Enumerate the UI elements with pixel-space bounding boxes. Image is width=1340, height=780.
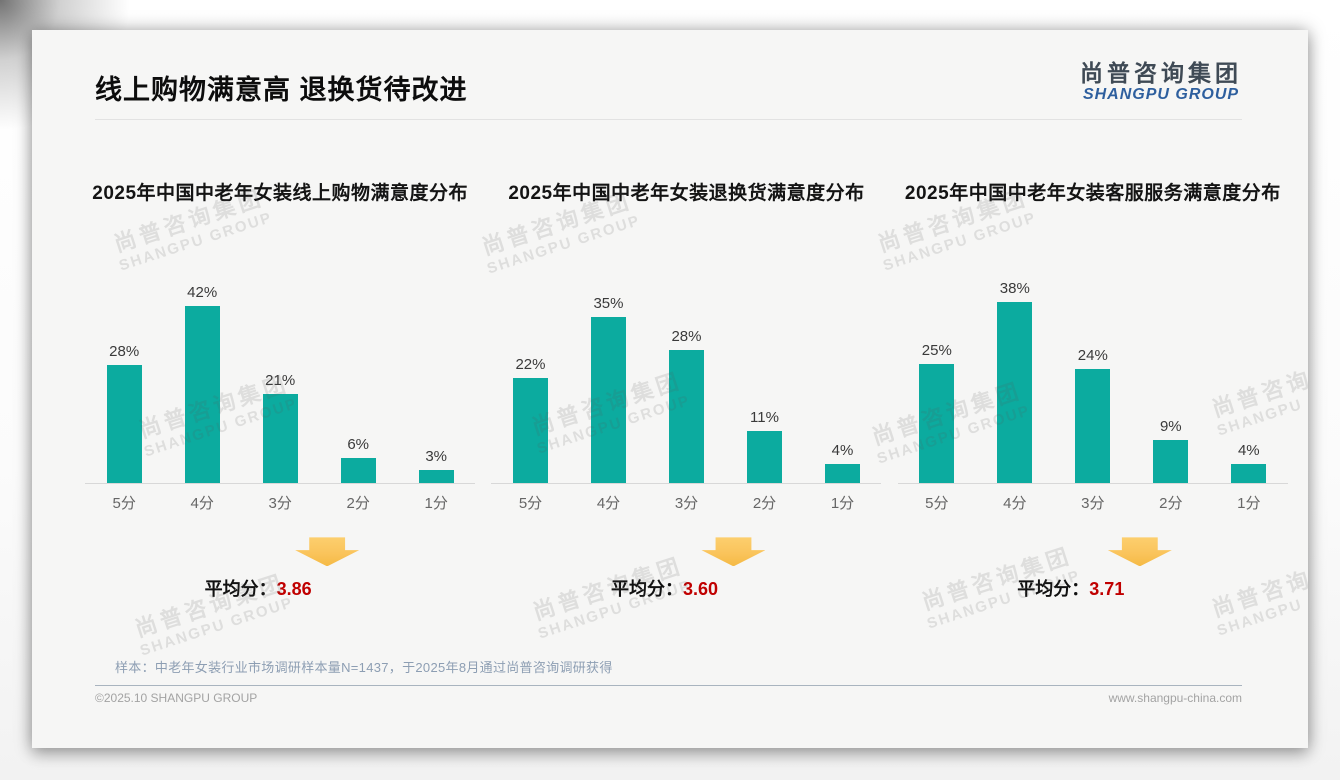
bar-group: 4% xyxy=(803,442,881,484)
bar xyxy=(1231,464,1267,484)
bar-value-label: 11% xyxy=(750,409,779,427)
bar-group: 9% xyxy=(1132,418,1210,484)
bar-value-label: 35% xyxy=(593,295,624,313)
chart-title: 2025年中国中老年女装线上购物满意度分布 xyxy=(92,182,469,204)
bar-group: 24% xyxy=(1054,347,1132,484)
bar-group: 35% xyxy=(569,295,647,484)
bar-value-label: 24% xyxy=(1077,347,1108,365)
category-label: 1分 xyxy=(830,495,855,513)
bar xyxy=(1153,440,1189,484)
bar xyxy=(184,306,220,484)
down-arrow-icon xyxy=(1107,537,1172,567)
bar-value-label: 25% xyxy=(921,342,952,360)
bar xyxy=(746,431,782,484)
category-label: 5分 xyxy=(925,495,949,513)
category-label: 3分 xyxy=(268,495,292,513)
bar xyxy=(919,364,955,484)
bar-group: 28% xyxy=(85,343,163,484)
bar-group: 38% xyxy=(976,280,1054,484)
average-label: 平均分： xyxy=(610,579,683,600)
bar xyxy=(668,350,704,484)
bar-group: 28% xyxy=(647,328,725,484)
category-label: 2分 xyxy=(752,495,777,513)
bar-group: 42% xyxy=(163,284,241,484)
bar-group: 21% xyxy=(241,372,319,484)
average-value: 3.60 xyxy=(682,579,719,600)
bar xyxy=(418,470,454,484)
bar xyxy=(106,365,142,484)
average-score: 平均分：3.71 xyxy=(1017,575,1124,601)
bar-chart: 25% 38% 24% 9% 4% xyxy=(897,270,1288,485)
category-label: 2分 xyxy=(346,495,370,513)
bar xyxy=(997,302,1033,484)
slide-header: 线上购物满意高 退换货待改进 尚普咨询集团 SHANGPU GROUP xyxy=(95,60,1242,120)
bar xyxy=(1075,369,1111,484)
chart-customer-service-satisfaction: 2025年中国中老年女装客服服务满意度分布 25% 38% 24% 9% 4% 5分 4分… xyxy=(890,180,1296,602)
bar xyxy=(824,464,860,484)
category-label: 1分 xyxy=(424,495,448,513)
category-label: 2分 xyxy=(1159,495,1183,513)
category-label: 1分 xyxy=(1237,495,1261,513)
average-label: 平均分： xyxy=(1017,579,1090,600)
bar xyxy=(262,394,298,484)
category-label: 4分 xyxy=(190,495,214,513)
bar-chart: 28% 42% 21% 6% 3% xyxy=(85,270,476,485)
average-score: 平均分：3.86 xyxy=(205,575,312,601)
watermark-english: SHANGPU GROUP xyxy=(138,594,296,660)
logo-chinese-text: 尚普咨询集团 xyxy=(1080,60,1242,86)
logo-english-text: SHANGPU GROUP xyxy=(1082,86,1240,104)
bar-group: 6% xyxy=(319,436,397,484)
copyright-text: ©2025.10 SHANGPU GROUP xyxy=(95,691,258,706)
bar-value-label: 9% xyxy=(1159,418,1182,436)
bar-value-label: 4% xyxy=(831,442,854,460)
bar xyxy=(512,378,548,484)
average-label: 平均分： xyxy=(204,579,277,600)
footer-divider xyxy=(95,685,1242,687)
bar xyxy=(340,458,376,484)
website-url: www.shangpu-china.com xyxy=(1108,691,1242,706)
chart-title: 2025年中国中老年女装退换货满意度分布 xyxy=(508,182,865,204)
category-label: 5分 xyxy=(518,495,543,513)
average-score: 平均分：3.60 xyxy=(611,575,718,601)
bar-value-label: 3% xyxy=(425,448,447,466)
charts-row: 2025年中国中老年女装线上购物满意度分布 28% 42% 21% 6% 3% 5分 4分… xyxy=(32,180,1308,602)
bar-value-label: 4% xyxy=(1237,442,1260,460)
category-label: 5分 xyxy=(112,495,136,513)
bar-group: 3% xyxy=(397,448,475,484)
category-axis: 5分 4分 3分 2分 1分 xyxy=(491,492,881,513)
bar-chart: 22% 35% 28% 11% 4% xyxy=(491,270,882,485)
bar-group: 25% xyxy=(898,342,976,484)
company-logo: 尚普咨询集团 SHANGPU GROUP xyxy=(1080,60,1242,107)
bar-group: 4% xyxy=(1210,442,1288,484)
category-label: 4分 xyxy=(1003,495,1027,513)
average-value: 3.71 xyxy=(1089,579,1125,600)
bar xyxy=(590,317,626,484)
bar-value-label: 21% xyxy=(265,372,296,390)
average-value: 3.86 xyxy=(276,579,312,600)
chart-returns-satisfaction: 2025年中国中老年女装退换货满意度分布 22% 35% 28% 11% 4% 5分 4分… xyxy=(483,180,889,602)
category-label: 4分 xyxy=(596,495,621,513)
slide-footer: ©2025.10 SHANGPU GROUP www.shangpu-china… xyxy=(95,691,1242,705)
down-arrow-icon xyxy=(295,537,360,567)
bar-value-label: 42% xyxy=(187,284,218,302)
bar-value-label: 38% xyxy=(999,280,1030,298)
bar-value-label: 28% xyxy=(109,343,140,361)
page-title: 线上购物满意高 退换货待改进 xyxy=(95,74,468,105)
category-label: 3分 xyxy=(1081,495,1105,513)
chart-online-shopping-satisfaction: 2025年中国中老年女装线上购物满意度分布 28% 42% 21% 6% 3% 5分 4分… xyxy=(77,180,483,602)
category-label: 3分 xyxy=(674,495,699,513)
chart-title: 2025年中国中老年女装客服服务满意度分布 xyxy=(904,182,1281,204)
category-axis: 5分 4分 3分 2分 1分 xyxy=(898,492,1288,513)
bar-value-label: 28% xyxy=(671,328,702,346)
category-axis: 5分 4分 3分 2分 1分 xyxy=(85,492,475,513)
bar-value-label: 6% xyxy=(347,436,369,454)
bar-value-label: 22% xyxy=(515,356,546,374)
slide-card: 线上购物满意高 退换货待改进 尚普咨询集团 SHANGPU GROUP 2025… xyxy=(32,30,1308,748)
bar-group: 22% xyxy=(491,356,569,484)
bar-group: 11% xyxy=(725,409,803,484)
sample-footnote: 样本：中老年女装行业市场调研样本量N=1437，于2025年8月通过尚普咨询调研… xyxy=(115,660,613,676)
down-arrow-icon xyxy=(701,537,766,567)
